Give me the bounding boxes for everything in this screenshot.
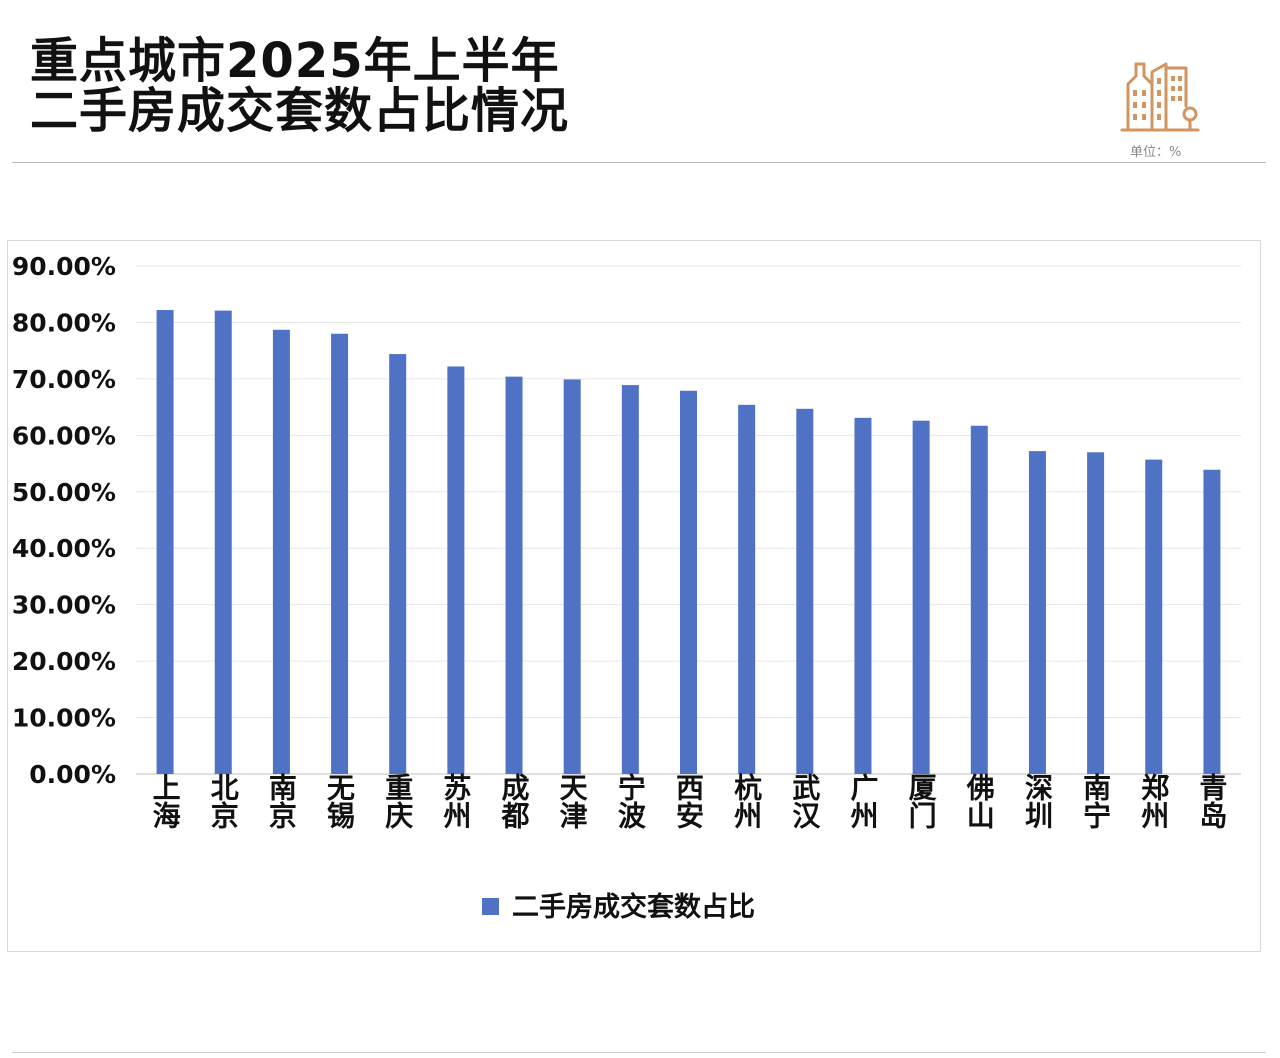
y-tick-label: 60.00%	[12, 421, 116, 450]
bar	[912, 420, 930, 774]
x-category-label: 郑州	[1137, 773, 1170, 829]
y-tick-label: 20.00%	[12, 647, 116, 676]
page-title: 重点城市2025年上半年	[30, 33, 560, 89]
bar-chart: 0.00% 10.00% 20.00% 30.00% 40.00% 50.00% 60.00…	[12, 252, 1241, 923]
x-category-label: 深圳	[1021, 773, 1054, 829]
bar	[970, 425, 988, 774]
bar	[331, 333, 349, 774]
header-divider	[12, 162, 1266, 163]
x-category-label: 杭州	[730, 772, 763, 829]
bar	[621, 385, 639, 774]
x-category-label: 宁波	[614, 772, 647, 830]
bar	[447, 366, 465, 774]
bar	[272, 329, 290, 774]
x-category-label: 广州	[846, 773, 879, 829]
bar	[1087, 452, 1105, 774]
chart-area: 0.00% 10.00% 20.00% 30.00% 40.00% 50.00% 60.00…	[7, 240, 1261, 952]
y-tick-label: 70.00%	[12, 365, 116, 394]
bar	[1203, 469, 1221, 774]
x-category-label: 西安	[672, 773, 705, 829]
bar	[1028, 451, 1046, 774]
y-tick-label: 80.00%	[12, 308, 116, 337]
legend-label: 二手房成交套数占比	[512, 891, 755, 923]
x-category-label: 青岛	[1195, 773, 1228, 830]
header: 重点城市2025年上半年 二手房成交套数占比情况 单位：%	[0, 0, 1280, 165]
y-tick-label: 40.00%	[12, 534, 116, 563]
x-category-label: 北京	[207, 773, 240, 829]
city-buildings-icon	[1120, 62, 1200, 132]
x-category-label: 重庆	[381, 773, 414, 830]
footer-divider	[12, 1052, 1266, 1053]
legend-swatch	[482, 898, 499, 915]
bar	[563, 379, 581, 774]
bar	[505, 376, 523, 774]
x-category-label: 南京	[265, 773, 298, 829]
bar	[156, 310, 174, 774]
y-tick-label: 30.00%	[12, 591, 116, 620]
bar	[389, 354, 407, 774]
y-tick-label: 0.00%	[29, 760, 116, 789]
page-subtitle: 二手房成交套数占比情况	[30, 83, 570, 139]
bar	[854, 417, 872, 774]
bar	[680, 390, 697, 774]
bar	[796, 408, 814, 774]
x-category-label: 天津	[556, 773, 589, 829]
y-tick-label: 50.00%	[12, 478, 116, 507]
y-tick-label: 90.00%	[12, 252, 116, 281]
bar	[738, 404, 756, 774]
bar	[1145, 459, 1163, 774]
x-category-label: 南宁	[1079, 773, 1112, 829]
unit-label: 单位：%	[1130, 145, 1182, 160]
x-category-label: 成都	[498, 773, 531, 829]
x-category-label: 上海	[149, 773, 182, 829]
x-category-label: 武汉	[788, 773, 821, 829]
x-category-label: 无锡	[323, 773, 356, 829]
x-category-label: 佛山	[963, 773, 996, 829]
bar	[214, 310, 232, 774]
x-category-label: 苏州	[439, 773, 472, 829]
x-category-label: 厦门	[905, 773, 938, 829]
y-tick-label: 10.00%	[12, 704, 116, 733]
